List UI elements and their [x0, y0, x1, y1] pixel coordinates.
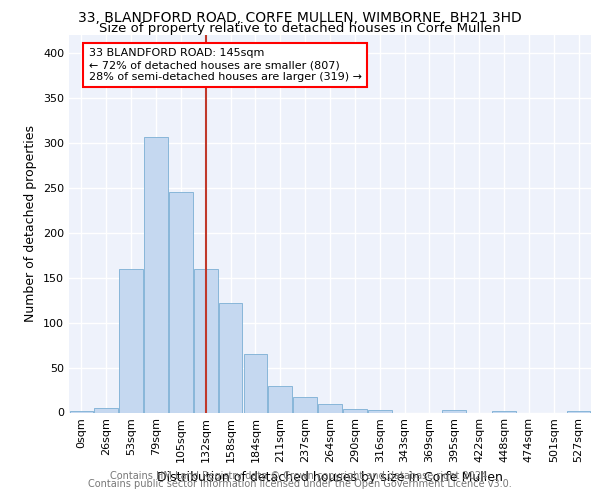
Bar — [244, 354, 267, 412]
Bar — [119, 268, 143, 412]
Bar — [144, 136, 168, 412]
Y-axis label: Number of detached properties: Number of detached properties — [25, 125, 37, 322]
Bar — [492, 410, 516, 412]
Bar — [219, 303, 242, 412]
Bar — [343, 409, 367, 412]
Bar — [70, 410, 93, 412]
Text: Contains HM Land Registry data © Crown copyright and database right 2024.: Contains HM Land Registry data © Crown c… — [110, 471, 490, 481]
Bar — [368, 410, 392, 412]
Bar — [318, 404, 342, 412]
Text: Contains public sector information licensed under the Open Government Licence v3: Contains public sector information licen… — [88, 479, 512, 489]
X-axis label: Distribution of detached houses by size in Corfe Mullen: Distribution of detached houses by size … — [157, 471, 503, 484]
Bar — [293, 397, 317, 412]
Bar — [567, 410, 590, 412]
Text: 33, BLANDFORD ROAD, CORFE MULLEN, WIMBORNE, BH21 3HD: 33, BLANDFORD ROAD, CORFE MULLEN, WIMBOR… — [78, 11, 522, 25]
Bar — [94, 408, 118, 412]
Bar — [194, 268, 218, 412]
Text: 33 BLANDFORD ROAD: 145sqm
← 72% of detached houses are smaller (807)
28% of semi: 33 BLANDFORD ROAD: 145sqm ← 72% of detac… — [89, 48, 362, 82]
Bar — [169, 192, 193, 412]
Text: Size of property relative to detached houses in Corfe Mullen: Size of property relative to detached ho… — [99, 22, 501, 35]
Bar — [268, 386, 292, 412]
Bar — [442, 410, 466, 412]
